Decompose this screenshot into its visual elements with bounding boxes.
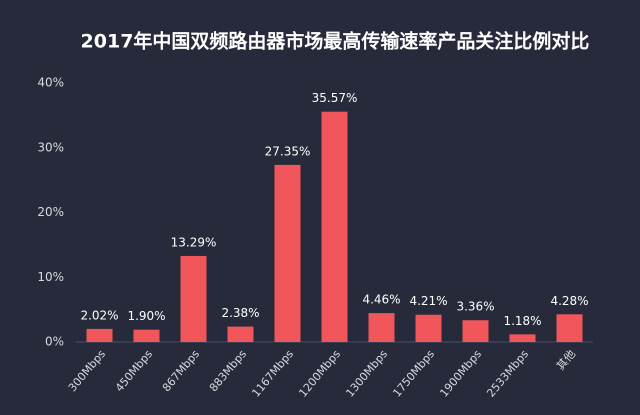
bar bbox=[556, 314, 583, 342]
chart-title: 2017年中国双频路由器市场最高传输速率产品关注比例对比 bbox=[81, 30, 590, 53]
x-tick-label: 883Mbps bbox=[207, 347, 249, 394]
bar bbox=[509, 334, 536, 342]
value-label: 1.90% bbox=[127, 309, 165, 323]
value-label: 2.38% bbox=[221, 306, 259, 320]
bar bbox=[86, 328, 113, 342]
value-label: 4.28% bbox=[550, 294, 588, 308]
bar bbox=[462, 320, 489, 342]
bar bbox=[368, 313, 395, 342]
bar bbox=[227, 326, 254, 342]
value-label: 1.18% bbox=[503, 314, 541, 328]
value-label: 27.35% bbox=[265, 144, 311, 158]
y-tick-label: 10% bbox=[37, 270, 64, 284]
x-tick-label: 1900Mbps bbox=[437, 347, 484, 399]
value-label: 4.46% bbox=[362, 293, 400, 307]
value-label: 35.57% bbox=[312, 91, 358, 105]
value-label: 13.29% bbox=[171, 235, 217, 249]
x-tick-label: 300Mbps bbox=[66, 347, 108, 394]
value-label: 3.36% bbox=[456, 300, 494, 314]
x-tick-label: 其他 bbox=[554, 348, 578, 373]
bar bbox=[133, 329, 160, 342]
y-tick-label: 0% bbox=[45, 335, 64, 349]
bar bbox=[321, 111, 348, 342]
y-tick-label: 20% bbox=[37, 205, 64, 219]
x-tick-label: 1167Mbps bbox=[249, 347, 296, 399]
x-tick-label: 1300Mbps bbox=[343, 347, 390, 399]
value-label: 2.02% bbox=[80, 308, 118, 322]
bar bbox=[274, 164, 301, 342]
y-tick-label: 40% bbox=[37, 76, 64, 90]
bar bbox=[180, 255, 207, 342]
x-tick-label: 2533Mbps bbox=[484, 347, 531, 399]
bar bbox=[415, 314, 442, 342]
x-tick-label: 867Mbps bbox=[160, 347, 202, 394]
value-label: 4.21% bbox=[409, 294, 447, 308]
x-tick-label: 450Mbps bbox=[113, 347, 155, 394]
y-tick-label: 30% bbox=[37, 140, 64, 154]
x-tick-label: 1200Mbps bbox=[296, 347, 343, 399]
x-tick-label: 1750Mbps bbox=[390, 347, 437, 399]
